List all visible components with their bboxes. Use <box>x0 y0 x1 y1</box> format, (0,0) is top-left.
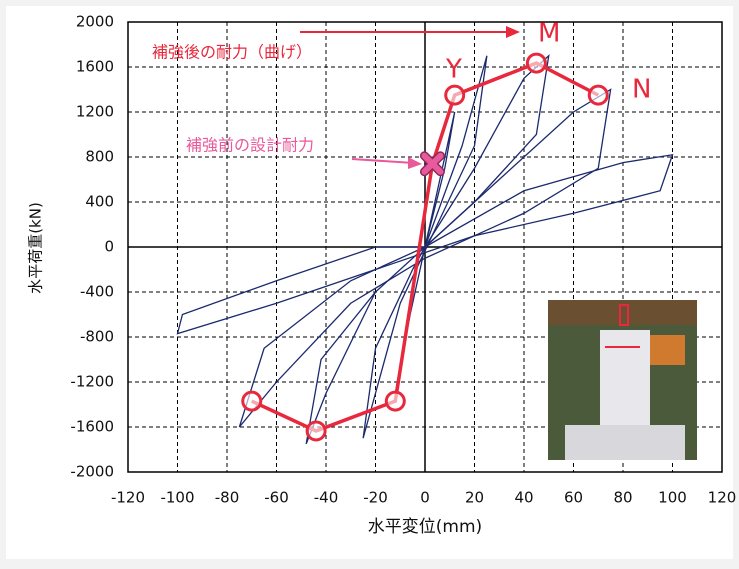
y-tick-label: 0 <box>104 238 114 256</box>
design-point <box>424 156 440 172</box>
x-tick-label: -120 <box>111 489 145 507</box>
inset-photo <box>548 300 697 460</box>
x-tick-label: 40 <box>514 489 533 507</box>
x-tick-label: -60 <box>264 489 289 507</box>
y-axis-label: 水平荷重(kN) <box>27 202 45 294</box>
annotation: M <box>538 19 560 49</box>
skeleton-point <box>307 422 325 440</box>
x-tick-label: -20 <box>363 489 388 507</box>
x-axis-label: 水平変位(mm) <box>368 517 482 537</box>
x-tick-label: 60 <box>564 489 583 507</box>
y-tick-label: 1200 <box>76 103 114 121</box>
y-tick-label: -800 <box>80 328 114 346</box>
x-tick-label: 100 <box>658 489 687 507</box>
x-tick-label: -100 <box>160 489 194 507</box>
x-tick-label: -80 <box>215 489 240 507</box>
y-tick-label: -1200 <box>70 373 114 391</box>
annotation: 補強後の耐力（曲げ） <box>152 43 312 62</box>
skeleton-point <box>446 86 464 104</box>
annotation: 補強前の設計耐力 <box>186 136 314 155</box>
x-tick-label: 120 <box>708 489 737 507</box>
chart: -2000-1600-1200-800-40004008001200160020… <box>0 0 739 565</box>
y-tick-label: -2000 <box>70 463 114 481</box>
annotation: N <box>632 75 651 105</box>
y-tick-label: 2000 <box>76 13 114 31</box>
skeleton-point <box>243 392 261 410</box>
annotation: Y <box>445 55 462 85</box>
y-tick-label: 1600 <box>76 58 114 76</box>
y-tick-label: 800 <box>85 148 114 166</box>
skeleton-point <box>386 392 404 410</box>
y-tick-label: -400 <box>80 283 114 301</box>
x-tick-label: -40 <box>314 489 339 507</box>
y-tick-label: 400 <box>85 193 114 211</box>
skeleton-point <box>527 54 545 72</box>
background <box>6 6 733 559</box>
y-tick-label: -1600 <box>70 418 114 436</box>
x-tick-label: 0 <box>420 489 430 507</box>
skeleton-point <box>589 86 607 104</box>
x-tick-label: 20 <box>465 489 484 507</box>
x-tick-label: 80 <box>613 489 632 507</box>
